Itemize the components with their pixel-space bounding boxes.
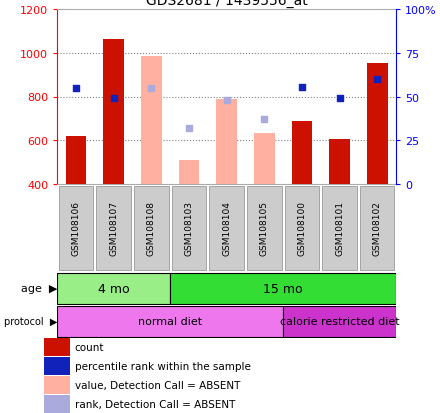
Bar bbox=[103, 39, 124, 185]
Text: 4 mo: 4 mo bbox=[98, 282, 129, 295]
Text: GSM108103: GSM108103 bbox=[184, 201, 194, 256]
Point bbox=[185, 126, 192, 132]
Text: rank, Detection Call = ABSENT: rank, Detection Call = ABSENT bbox=[75, 399, 235, 408]
Bar bbox=[44, 357, 70, 375]
FancyBboxPatch shape bbox=[170, 273, 396, 305]
FancyBboxPatch shape bbox=[59, 186, 93, 271]
Point bbox=[148, 85, 155, 92]
Text: GSM108107: GSM108107 bbox=[109, 201, 118, 256]
Bar bbox=[44, 376, 70, 394]
Bar bbox=[254, 133, 275, 185]
Bar bbox=[216, 100, 237, 185]
Title: GDS2681 / 1439556_at: GDS2681 / 1439556_at bbox=[146, 0, 308, 7]
Bar bbox=[141, 57, 161, 185]
Point bbox=[73, 85, 80, 92]
Text: normal diet: normal diet bbox=[138, 317, 202, 327]
Text: age  ▶: age ▶ bbox=[21, 284, 57, 294]
Point bbox=[336, 95, 343, 102]
Point bbox=[298, 84, 305, 91]
Bar bbox=[66, 137, 86, 185]
Text: percentile rank within the sample: percentile rank within the sample bbox=[75, 361, 251, 371]
FancyBboxPatch shape bbox=[172, 186, 206, 271]
Text: 15 mo: 15 mo bbox=[263, 282, 303, 295]
Text: count: count bbox=[75, 342, 104, 353]
FancyBboxPatch shape bbox=[285, 186, 319, 271]
FancyBboxPatch shape bbox=[283, 306, 396, 337]
FancyBboxPatch shape bbox=[209, 186, 244, 271]
Point bbox=[374, 76, 381, 83]
Point bbox=[110, 95, 117, 102]
FancyBboxPatch shape bbox=[57, 273, 170, 305]
Bar bbox=[179, 161, 199, 185]
Text: GSM108102: GSM108102 bbox=[373, 201, 381, 256]
Text: GSM108106: GSM108106 bbox=[72, 201, 81, 256]
FancyBboxPatch shape bbox=[247, 186, 282, 271]
Text: calorie restricted diet: calorie restricted diet bbox=[280, 317, 400, 327]
FancyBboxPatch shape bbox=[322, 186, 357, 271]
Text: value, Detection Call = ABSENT: value, Detection Call = ABSENT bbox=[75, 380, 240, 390]
Text: GSM108104: GSM108104 bbox=[222, 201, 231, 256]
Text: GSM108101: GSM108101 bbox=[335, 201, 344, 256]
Text: GSM108105: GSM108105 bbox=[260, 201, 269, 256]
FancyBboxPatch shape bbox=[360, 186, 395, 271]
Bar bbox=[292, 121, 312, 185]
Text: GSM108100: GSM108100 bbox=[297, 201, 306, 256]
Point bbox=[261, 117, 268, 123]
FancyBboxPatch shape bbox=[96, 186, 131, 271]
Bar bbox=[329, 140, 350, 185]
Text: GSM108108: GSM108108 bbox=[147, 201, 156, 256]
Bar bbox=[367, 64, 388, 185]
Text: protocol  ▶: protocol ▶ bbox=[4, 317, 57, 327]
Bar bbox=[44, 395, 70, 413]
FancyBboxPatch shape bbox=[134, 186, 169, 271]
Bar bbox=[44, 339, 70, 356]
FancyBboxPatch shape bbox=[57, 306, 283, 337]
Point bbox=[223, 97, 230, 104]
